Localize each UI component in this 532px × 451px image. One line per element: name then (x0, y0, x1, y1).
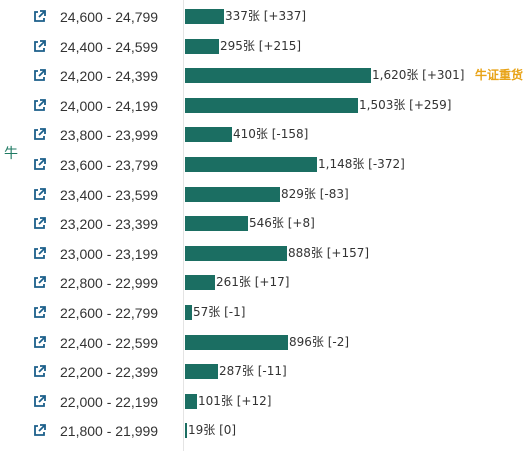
bar-row: 21,800 - 21,999 19张 [0] (0, 416, 532, 446)
bar[interactable] (185, 68, 371, 84)
range-label: 21,800 - 21,999 (60, 423, 159, 440)
external-link-icon[interactable] (33, 276, 46, 289)
range-label: 23,000 - 23,199 (60, 245, 159, 262)
bar-value-label: 101张 [+12] (198, 393, 272, 408)
bar-row: 23,600 - 23,799 1,148张 [-372] (0, 150, 532, 180)
bar-value-label: 295张 [+215] (220, 38, 302, 53)
bar-row: 22,800 - 22,999 261张 [+17] (0, 268, 532, 298)
range-label: 22,200 - 22,399 (60, 364, 159, 381)
bar-row: 23,200 - 23,399 546张 [+8] (0, 209, 532, 239)
bar-row: 22,000 - 22,199 101张 [+12] (0, 387, 532, 417)
range-label: 24,000 - 24,199 (60, 97, 159, 114)
range-label: 24,200 - 24,399 (60, 68, 159, 85)
external-link-icon[interactable] (33, 98, 46, 112)
range-label: 23,400 - 23,599 (60, 186, 159, 203)
external-link-icon[interactable] (33, 158, 46, 171)
external-link-icon[interactable] (33, 187, 46, 201)
bar[interactable] (185, 334, 288, 350)
bar-row: 24,200 - 24,399 1,620张 [+301] 牛证重货 (0, 61, 532, 91)
external-link-icon[interactable] (33, 69, 46, 82)
range-label: 24,600 - 24,799 (60, 9, 159, 25)
bar-value-label: 1,148张 [-372] (318, 157, 405, 171)
bar[interactable] (185, 127, 232, 143)
highlight-tag: 牛证重货 (475, 68, 524, 83)
bar-value-label: 1,620张 [+301] (372, 68, 465, 83)
range-label: 24,400 - 24,599 (60, 38, 159, 55)
external-link-icon[interactable] (33, 246, 46, 260)
external-link-icon[interactable] (33, 39, 46, 53)
external-link-icon[interactable] (33, 10, 46, 23)
bar-row: 23,000 - 23,199 888张 [+157] (0, 239, 532, 269)
bar-value-label: 888张 [+157] (288, 245, 370, 260)
bar[interactable] (185, 186, 280, 202)
range-label: 23,200 - 23,399 (60, 216, 159, 233)
bar[interactable] (185, 245, 287, 261)
external-link-icon[interactable] (33, 394, 46, 408)
range-label: 23,800 - 23,999 (60, 127, 159, 144)
bar-value-label: 57张 [-1] (193, 305, 246, 319)
bar-row: 22,400 - 22,599 896张 [-2] (0, 328, 532, 358)
external-link-icon[interactable] (33, 217, 46, 230)
bar[interactable] (185, 9, 224, 24)
bar[interactable] (185, 364, 218, 380)
bar-row: 24,000 - 24,199 1,503张 [+259] (0, 91, 532, 121)
bar-value-label: 19张 [0] (188, 423, 237, 438)
bar-value-label: 287张 [-11] (219, 364, 287, 379)
bar-row: 24,400 - 24,599 295张 [+215] (0, 32, 532, 62)
bar-row: 22,200 - 22,399 287张 [-11] (0, 357, 532, 387)
bar[interactable] (185, 275, 215, 291)
external-link-icon[interactable] (33, 128, 46, 141)
bar-value-label: 546张 [+8] (249, 216, 315, 231)
bar[interactable] (185, 393, 197, 409)
bar-value-label: 829张 [-83] (281, 186, 349, 201)
external-link-icon[interactable] (33, 335, 46, 349)
external-link-icon[interactable] (33, 365, 46, 378)
bar-row: 23,800 - 23,999 410张 [-158] (0, 120, 532, 150)
range-label: 22,000 - 22,199 (60, 393, 159, 410)
bar-row: 23,400 - 23,599 829张 [-83] (0, 180, 532, 210)
bar[interactable] (185, 38, 219, 54)
bar-row: 24,600 - 24,799 337张 [+337] (0, 2, 532, 32)
bar-value-label: 337张 [+337] (225, 9, 307, 23)
bar[interactable] (185, 157, 317, 172)
axis-line (183, 0, 184, 451)
external-link-icon[interactable] (33, 424, 46, 437)
bar[interactable] (185, 305, 192, 320)
bar-value-label: 896张 [-2] (289, 334, 350, 349)
bar-row: 22,600 - 22,799 57张 [-1] (0, 298, 532, 328)
bar-value-label: 261张 [+17] (216, 275, 290, 290)
bar-value-label: 410张 [-158] (233, 127, 309, 142)
range-label: 22,800 - 22,999 (60, 275, 159, 292)
bar-value-label: 1,503张 [+259] (359, 97, 452, 112)
range-label: 22,600 - 22,799 (60, 305, 159, 321)
range-label: 23,600 - 23,799 (60, 157, 159, 173)
bar[interactable] (185, 423, 187, 439)
bar[interactable] (185, 216, 248, 232)
range-label: 22,400 - 22,599 (60, 334, 159, 351)
side-label: 牛 (4, 146, 18, 162)
external-link-icon[interactable] (33, 306, 46, 319)
bar[interactable] (185, 97, 358, 113)
